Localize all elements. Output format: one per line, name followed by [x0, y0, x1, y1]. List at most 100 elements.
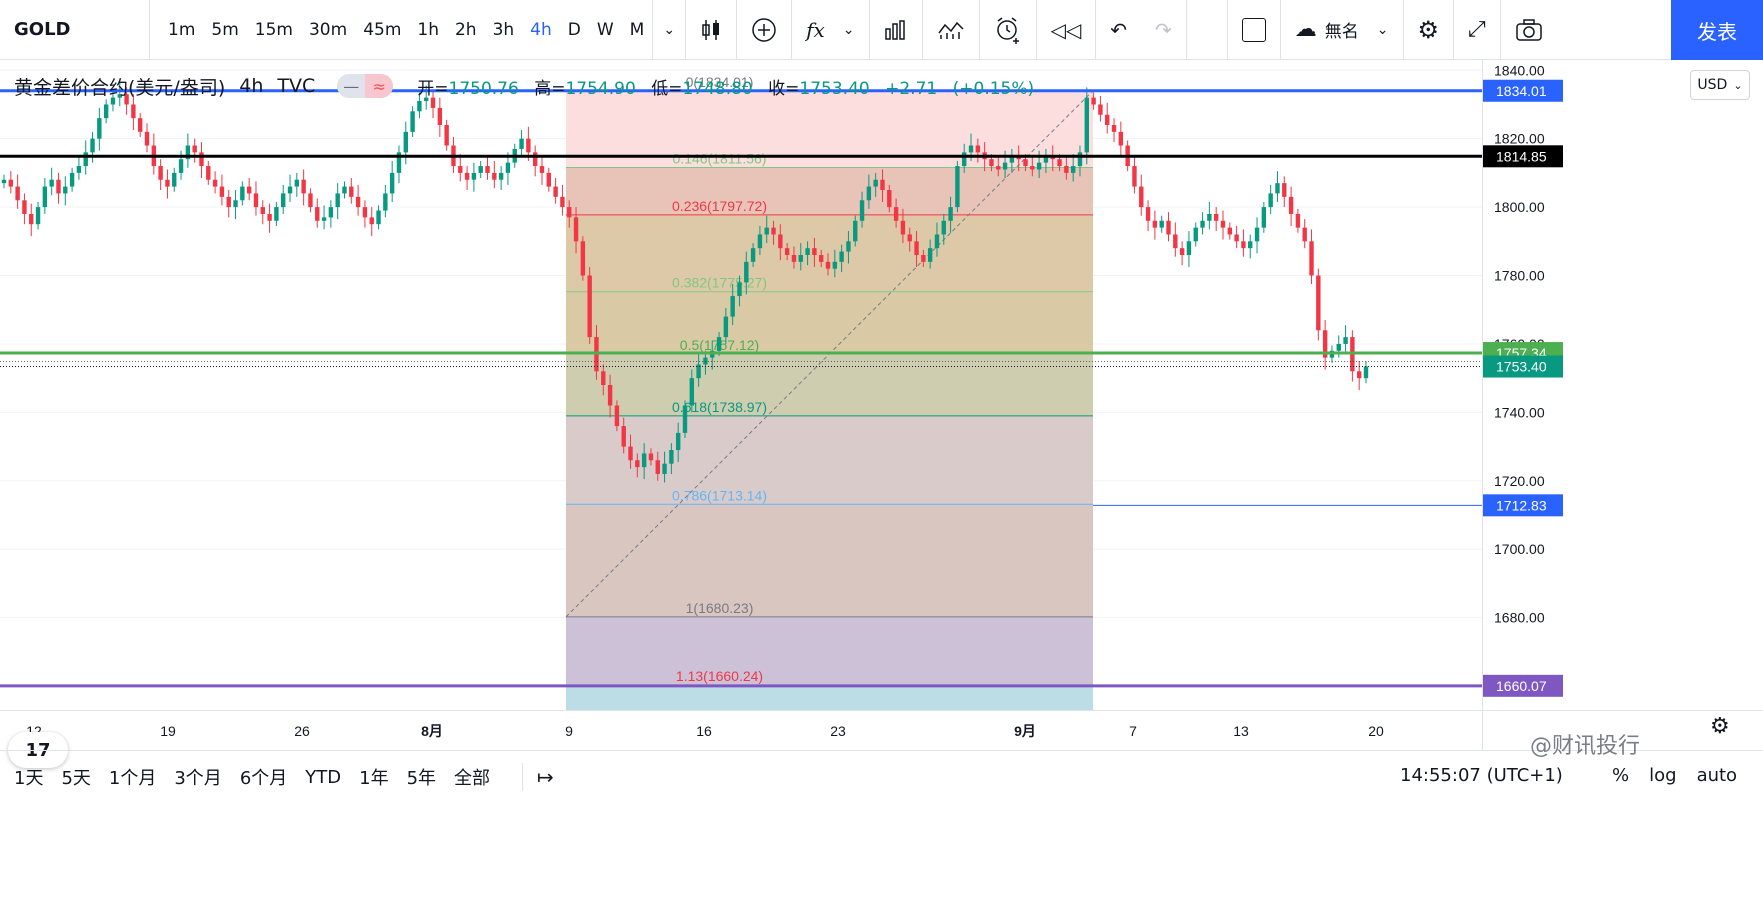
price-chart[interactable]: 0(1834.01) 0.146(1811.56) 0.236(1797.72) 0.…	[0, 60, 1763, 750]
chart-type-button[interactable]	[686, 0, 738, 60]
candle-body	[498, 172, 504, 180]
financials-button[interactable]	[870, 0, 923, 60]
ohlc-values: 开=1750.76 高=1754.90 低=1748.80 收=1753.40 …	[417, 74, 1034, 99]
undo-button[interactable]: ↶	[1096, 0, 1141, 60]
save-layout-button[interactable]: ☁ 無名 ⌄	[1281, 0, 1404, 60]
candle-body	[308, 193, 313, 208]
candle-body	[757, 234, 763, 249]
range-5[interactable]: YTD	[305, 766, 342, 788]
candle-body	[1145, 207, 1151, 221]
high-value: 1754.90	[565, 78, 636, 99]
symbol-search-button[interactable]: GOLD	[0, 0, 150, 60]
candle-body	[437, 107, 443, 125]
replay-button[interactable]: ◁◁	[1037, 0, 1097, 60]
axis-settings-icon[interactable]: ⚙	[1710, 714, 1730, 739]
interval-5m[interactable]: 5m	[211, 19, 239, 40]
interval-3h[interactable]: 3h	[492, 19, 515, 40]
candle-body	[771, 227, 776, 235]
interval-1h[interactable]: 1h	[417, 19, 439, 40]
interval-2h[interactable]: 2h	[454, 19, 477, 40]
candle-body	[1, 179, 7, 184]
candle-body	[859, 200, 865, 221]
interval-4h[interactable]: 4h	[530, 19, 552, 40]
indicator-template-icon	[937, 21, 964, 39]
clock-timezone[interactable]: 14:55:07 (UTC+1)	[1400, 765, 1563, 786]
candle-body	[989, 159, 994, 167]
candle-body	[131, 104, 136, 119]
range-0[interactable]: 1天	[14, 768, 44, 789]
candle-body	[907, 234, 912, 242]
range-6[interactable]: 1年	[359, 768, 389, 789]
candle-body	[1023, 159, 1028, 167]
candle-body	[1193, 227, 1198, 242]
fib-level-label: 0.382(1775.27)	[672, 275, 767, 291]
chart-legend: 黄金差价合约(美元/盎司) 4h TVC — ≈ 开=1750.76 高=175…	[14, 64, 1034, 108]
candle-body	[1234, 234, 1239, 242]
candle-body	[669, 450, 674, 464]
range-1[interactable]: 5天	[61, 768, 91, 789]
change-value: +2.71	[885, 78, 938, 99]
fullscreen-button[interactable]: ⤢	[1454, 0, 1501, 60]
approx-icon[interactable]: ≈	[365, 74, 394, 98]
log-scale-button[interactable]: log	[1649, 765, 1677, 786]
minus-icon[interactable]: —	[337, 74, 366, 98]
square-layout-icon	[1241, 17, 1266, 42]
cloud-icon: ☁	[1294, 17, 1317, 42]
fib-zone	[566, 616, 1093, 686]
goto-date-icon[interactable]: ↦	[537, 765, 554, 789]
candle-body	[546, 172, 551, 187]
indicators-button[interactable]: fx ⌄	[792, 0, 870, 60]
alert-button[interactable]	[980, 0, 1037, 60]
candle-body	[342, 186, 347, 194]
layout-select-button[interactable]	[1226, 0, 1281, 60]
candle-body	[458, 166, 463, 173]
fib-level-label: 0.236(1797.72)	[672, 198, 767, 214]
interval-30m[interactable]: 30m	[308, 19, 348, 40]
candle-body	[601, 371, 606, 385]
candle-body	[315, 207, 320, 221]
screenshot-button[interactable]	[1501, 0, 1557, 60]
candle-body	[349, 186, 354, 197]
candle-body	[614, 405, 620, 427]
range-7[interactable]: 5年	[406, 768, 437, 789]
range-8[interactable]: 全部	[454, 768, 491, 789]
currency-select[interactable]: USD ⌄	[1690, 70, 1750, 100]
percent-scale-button[interactable]: %	[1612, 765, 1630, 786]
auto-scale-button[interactable]: auto	[1696, 765, 1738, 786]
candle-body	[784, 248, 790, 255]
candle-body	[1166, 220, 1171, 235]
range-4[interactable]: 6个月	[239, 768, 288, 789]
interval-45m[interactable]: 45m	[363, 19, 402, 40]
candle-body	[941, 220, 946, 235]
candle-body	[703, 357, 708, 365]
undo-icon: ↶	[1110, 17, 1128, 42]
interval-D[interactable]: D	[567, 19, 581, 40]
interval-W[interactable]: W	[596, 19, 614, 40]
candle-body	[1213, 213, 1219, 221]
legend-toggle[interactable]: — ≈	[337, 74, 394, 98]
candle-body	[996, 166, 1001, 170]
templates-button[interactable]	[923, 0, 980, 60]
candle-body	[8, 179, 14, 187]
interval-1m[interactable]: 1m	[168, 19, 196, 40]
candle-body	[1282, 183, 1287, 197]
settings-button[interactable]: ⚙	[1404, 0, 1455, 60]
candle-body	[138, 118, 143, 132]
publish-button[interactable]: 发表	[1671, 0, 1763, 60]
compare-symbol-button[interactable]	[737, 0, 793, 60]
function-icon: fx	[806, 17, 825, 42]
redo-button[interactable]: ↷	[1141, 0, 1187, 60]
interval-M[interactable]: M	[629, 19, 645, 40]
price-tick-label: 1800.00	[1494, 199, 1545, 215]
range-2[interactable]: 1个月	[108, 768, 157, 789]
candle-body	[839, 251, 844, 262]
candle-body	[635, 460, 640, 468]
candle-body	[968, 145, 974, 153]
candle-body	[226, 196, 231, 208]
range-3[interactable]: 3个月	[174, 768, 222, 789]
interval-15m[interactable]: 15m	[254, 19, 293, 40]
low-value: 1748.80	[682, 78, 753, 99]
interval-dropdown-button[interactable]: ⌄	[653, 0, 687, 60]
fib-level-label: 1.13(1660.24)	[676, 668, 763, 684]
candle-body	[1179, 248, 1185, 255]
